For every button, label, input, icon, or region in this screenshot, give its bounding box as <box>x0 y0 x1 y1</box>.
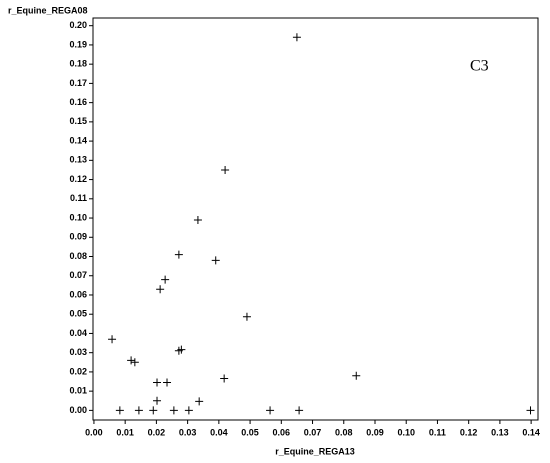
x-tick-label: 0.08 <box>335 427 353 437</box>
y-tick-label: 0.14 <box>69 135 87 145</box>
marker <box>292 33 301 42</box>
y-tick-label: 0.09 <box>69 232 87 242</box>
y-tick-label: 0.04 <box>69 328 87 338</box>
marker <box>266 406 275 415</box>
annotation: C3 <box>470 58 489 75</box>
y-tick-label: 0.06 <box>69 289 87 299</box>
marker <box>163 378 172 387</box>
x-tick-label: 0.06 <box>273 427 291 437</box>
marker <box>221 165 230 174</box>
y-tick-label: 0.08 <box>69 251 87 261</box>
y-tick-label: 0.00 <box>69 405 87 415</box>
plot-frame <box>92 17 539 421</box>
marker <box>134 406 143 415</box>
y-tick-label: 0.05 <box>69 309 87 319</box>
marker <box>195 397 204 406</box>
marker <box>161 275 170 284</box>
x-axis-label: r_Equine_REGA13 <box>275 446 355 456</box>
marker <box>526 406 535 415</box>
marker <box>352 371 361 380</box>
x-tick-label: 0.00 <box>85 427 103 437</box>
x-tick-label: 0.05 <box>241 427 259 437</box>
marker <box>127 356 136 365</box>
marker <box>153 396 162 405</box>
y-axis-label: r_Equine_REGA08 <box>8 5 88 15</box>
y-tick-label: 0.07 <box>69 270 87 280</box>
x-tick-label: 0.04 <box>210 427 228 437</box>
y-tick-label: 0.12 <box>69 174 87 184</box>
x-tick-label: 0.09 <box>366 427 384 437</box>
marker <box>153 378 162 387</box>
y-tick-label: 0.13 <box>69 155 87 165</box>
marker <box>174 346 183 355</box>
y-tick-label: 0.19 <box>69 39 87 49</box>
marker <box>115 406 124 415</box>
y-tick-label: 0.16 <box>69 97 87 107</box>
x-tick-label: 0.14 <box>522 427 540 437</box>
marker <box>174 250 183 259</box>
y-tick-label: 0.02 <box>69 366 87 376</box>
marker <box>193 215 202 224</box>
x-tick-label: 0.03 <box>179 427 197 437</box>
marker <box>149 406 158 415</box>
x-tick-label: 0.13 <box>491 427 509 437</box>
x-tick-label: 0.07 <box>304 427 322 437</box>
marker <box>220 374 229 383</box>
marker <box>156 285 165 294</box>
y-tick-label: 0.17 <box>69 78 87 88</box>
y-tick-label: 0.01 <box>69 386 87 396</box>
y-tick-label: 0.11 <box>70 193 87 203</box>
x-tick-label: 0.01 <box>116 427 134 437</box>
y-tick-label: 0.10 <box>69 212 87 222</box>
marker <box>130 358 139 367</box>
x-tick-label: 0.11 <box>429 427 446 437</box>
y-tick-label: 0.15 <box>69 116 87 126</box>
x-tick-label: 0.02 <box>148 427 166 437</box>
y-tick-label: 0.18 <box>69 59 87 69</box>
y-tick-label: 0.03 <box>69 347 87 357</box>
marker <box>211 256 220 265</box>
y-tick-label: 0.20 <box>69 20 87 30</box>
marker <box>242 312 251 321</box>
marker <box>169 406 178 415</box>
marker <box>184 406 193 415</box>
marker <box>108 335 117 344</box>
marker <box>295 406 304 415</box>
x-tick-label: 0.10 <box>397 427 415 437</box>
x-tick-label: 0.12 <box>460 427 478 437</box>
